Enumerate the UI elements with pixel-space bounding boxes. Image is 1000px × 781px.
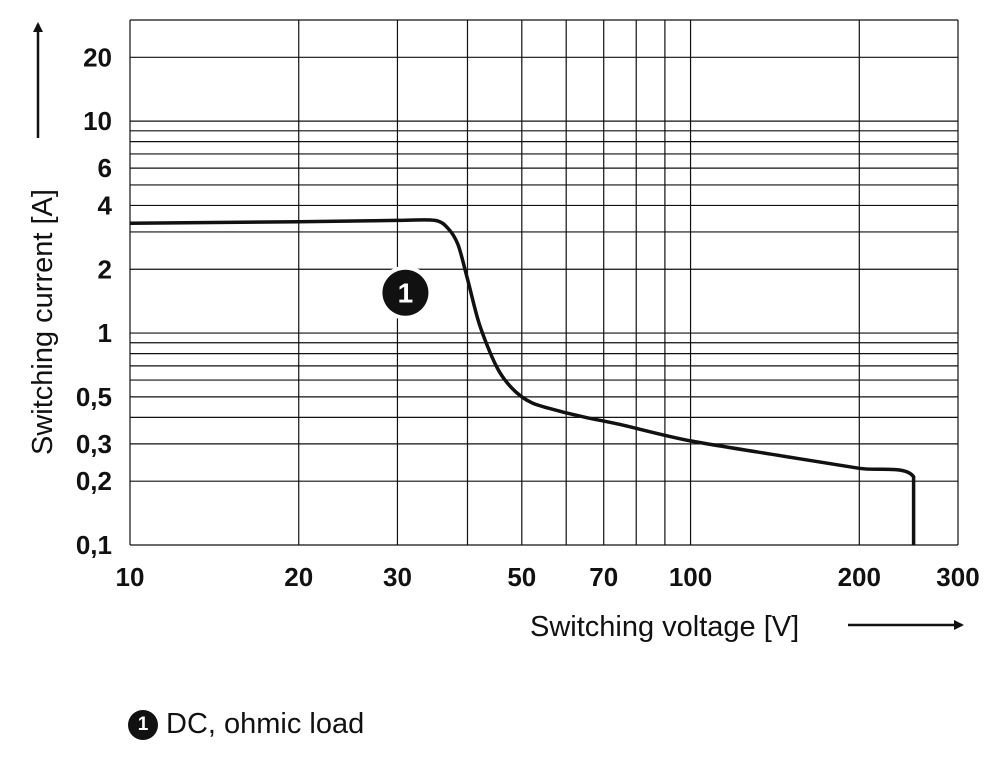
y-tick-label: 10 — [83, 106, 112, 136]
series-line-dc-ohmic-load — [129, 218, 916, 545]
y-tick-label: 20 — [83, 42, 112, 72]
y-tick-label: 0,2 — [76, 466, 112, 496]
annotation-marker: 1 — [378, 265, 433, 320]
x-tick-label: 30 — [383, 562, 412, 592]
series-layer — [129, 218, 916, 545]
grid — [129, 19, 959, 546]
y-axis-label: Switching current [A] — [27, 189, 59, 455]
x-tick-labels: 10 20 30 50 70 100 200 300 — [116, 562, 980, 592]
annotation-layer: 1 — [378, 265, 433, 320]
x-tick-label: 20 — [284, 562, 313, 592]
y-tick-label: 4 — [98, 190, 113, 220]
legend: 1 DC, ohmic load — [128, 708, 364, 741]
legend-marker: 1 — [128, 709, 158, 740]
y-tick-label: 2 — [98, 254, 112, 284]
x-tick-label: 200 — [838, 562, 881, 592]
y-tick-label: 1 — [98, 318, 112, 348]
x-tick-label: 70 — [589, 562, 618, 592]
x-tick-label: 50 — [507, 562, 536, 592]
y-tick-label: 0,5 — [76, 382, 112, 412]
annotation-label: 1 — [398, 278, 414, 309]
y-tick-labels: 0,1 0,2 0,3 0,5 1 2 4 6 10 20 — [76, 42, 113, 560]
y-tick-label: 0,1 — [76, 530, 112, 560]
annotation-badge — [382, 269, 429, 316]
y-tick-label: 6 — [98, 153, 112, 183]
x-tick-label: 10 — [116, 562, 145, 592]
legend-entry-text: DC, ohmic load — [166, 708, 365, 740]
x-tick-label: 300 — [936, 562, 979, 592]
y-tick-label: 0,3 — [76, 429, 112, 459]
x-tick-label: 100 — [669, 562, 712, 592]
x-axis-label: Switching voltage [V] — [530, 611, 799, 643]
